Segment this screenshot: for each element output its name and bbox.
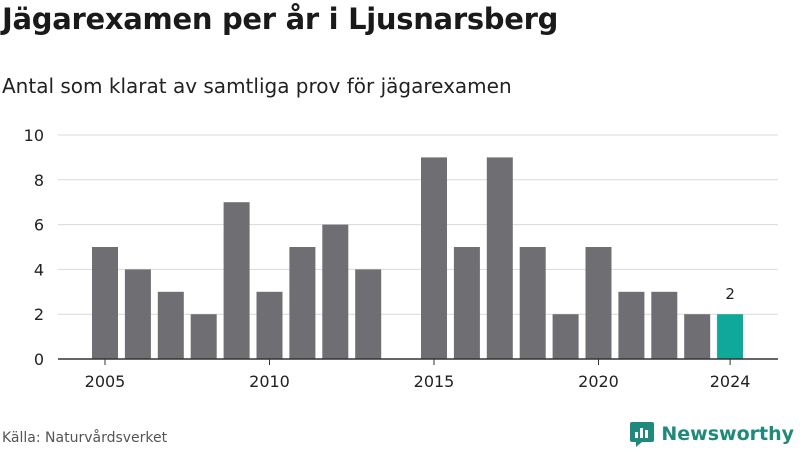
x-tick-label: 2005 (85, 372, 126, 391)
bar (684, 314, 711, 359)
bar (289, 247, 316, 359)
bar (256, 291, 283, 359)
y-tick-label: 2 (34, 305, 44, 324)
bar (421, 157, 447, 359)
bar (618, 291, 645, 359)
x-tick-label: 2010 (249, 372, 290, 391)
bar (92, 247, 118, 359)
x-tick-label: 2024 (710, 372, 751, 391)
bar (585, 247, 612, 359)
bar (717, 314, 744, 359)
bar (157, 291, 184, 359)
bar (552, 314, 579, 359)
bar-chart: 0 2 4 6 8 10 2 2005 2010 2015 2020 2024 (24, 126, 778, 391)
y-tick-label: 8 (34, 171, 44, 190)
newsworthy-logo-icon (630, 422, 655, 447)
bar (453, 247, 480, 359)
brand-logo: Newsworthy (629, 420, 794, 448)
data-label: 2 (725, 285, 735, 303)
bar (355, 269, 382, 359)
bar (322, 224, 349, 359)
bar (190, 314, 217, 359)
y-tick-label: 0 (34, 350, 44, 369)
bar (486, 157, 513, 359)
y-tick-label: 6 (34, 216, 44, 235)
bar (651, 291, 678, 359)
x-tick-label: 2020 (578, 372, 619, 391)
source-note: Källa: Naturvårdsverket (2, 430, 168, 446)
bar (223, 202, 250, 359)
bar (124, 269, 151, 359)
y-tick-label: 4 (34, 260, 44, 279)
x-tick-label: 2015 (414, 372, 455, 391)
chart-title: Jägarexamen per år i Ljusnarsberg (2, 2, 559, 36)
bar (519, 247, 546, 359)
chart-subtitle: Antal som klarat av samtliga prov för jä… (2, 74, 512, 98)
y-tick-label: 10 (24, 126, 44, 145)
brand-name: Newsworthy (661, 423, 794, 445)
